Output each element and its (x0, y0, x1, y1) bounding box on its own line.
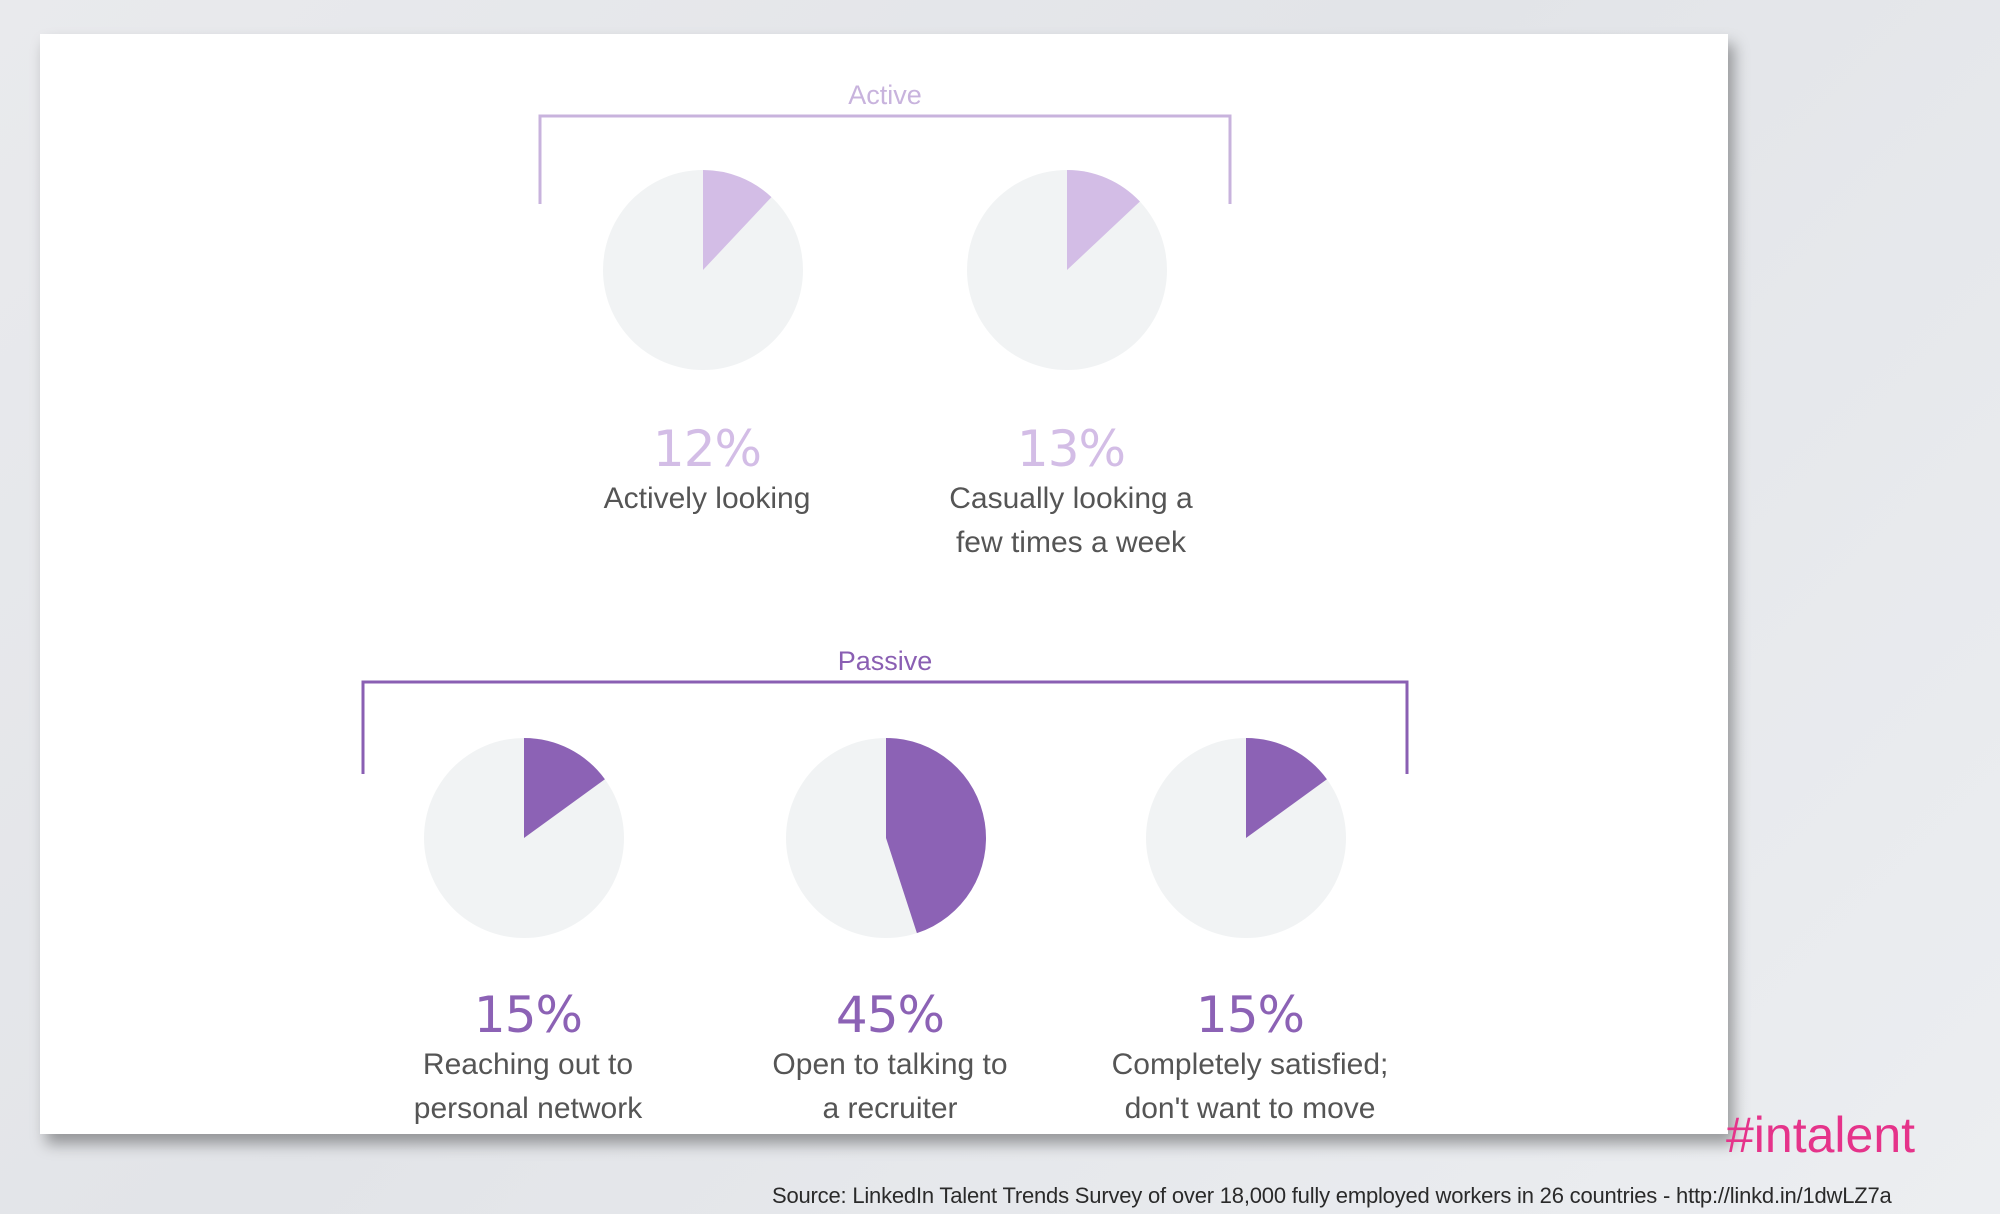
passive-pie-2-caption-line-1: Open to talking to (772, 1048, 1007, 1081)
slide-panel: Active 12% Actively looking 13% Casually loo… (40, 34, 1728, 1134)
passive-group-label: Passive (838, 646, 933, 676)
active-pie-1-value-label: 12% (653, 420, 761, 478)
active-pie-1-caption-line-1: Actively looking (604, 482, 811, 515)
active-pie-2-slice (1067, 170, 1140, 270)
hashtag-text: #intalent (1726, 1107, 1916, 1163)
active-bracket (538, 114, 1232, 204)
active-pie-1-slice (703, 170, 772, 270)
passive-pie-1-slice (524, 738, 605, 838)
passive-pie-3-value-label: 15% (1196, 986, 1304, 1044)
active-group-label: Active (848, 80, 922, 110)
source-footnote: Source: LinkedIn Talent Trends Survey of… (772, 1183, 1892, 1208)
active-pie-2-caption-line-2: few times a week (956, 526, 1187, 559)
passive-pie-1-caption-line-1: Reaching out to (423, 1048, 633, 1081)
passive-pie-3-caption-line-1: Completely satisfied; (1112, 1048, 1389, 1081)
passive-pie-3-slice (1246, 738, 1327, 838)
passive-pie-1-value-label: 15% (474, 986, 582, 1044)
active-pie-2-caption-line-1: Casually looking a (949, 482, 1193, 515)
pie-charts: Active 12% Actively looking 13% Casually loo… (361, 80, 1409, 1125)
passive-pie-2-caption-line-2: a recruiter (822, 1092, 957, 1125)
passive-pie-3-caption-line-2: don't want to move (1125, 1092, 1376, 1125)
passive-bracket (361, 680, 1409, 774)
passive-pie-2-slice (886, 738, 986, 934)
passive-pie-1-caption-line-2: personal network (414, 1092, 643, 1125)
passive-pie-2-value-label: 45% (836, 986, 944, 1044)
active-pie-2-value-label: 13% (1017, 420, 1125, 478)
